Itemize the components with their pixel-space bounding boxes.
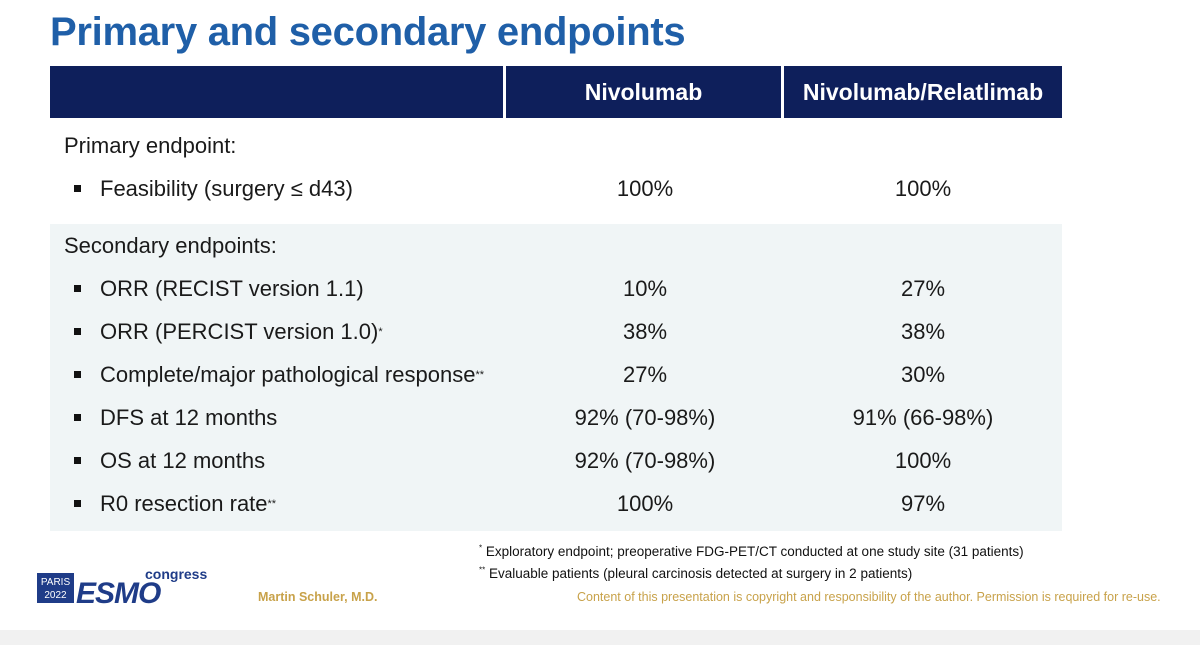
combo-value: 27% (900, 275, 946, 301)
nivolumab-value: 100% (616, 175, 674, 201)
nivolumab-value: 27% (622, 361, 668, 387)
table-row: Feasibility (surgery ≤ d43) 100% 100% (50, 167, 1062, 210)
copyright-notice: Content of this presentation is copyrigh… (577, 590, 1161, 604)
logo-city-box (37, 573, 74, 603)
nivolumab-value: 10% (622, 275, 668, 301)
endpoint-name: DFS at 12 months (100, 404, 278, 430)
footnote-mark: * (479, 543, 483, 553)
logo-congress-word: congress (145, 566, 207, 582)
endpoint-name: Complete/major pathological response (100, 361, 476, 387)
footnote-text: Evaluable patients (pleural carcinosis d… (485, 566, 913, 581)
secondary-section-label: Secondary endpoints: (64, 232, 277, 258)
endpoint-name: Feasibility (surgery ≤ d43) (100, 175, 353, 201)
logo-year: 2022 (44, 590, 67, 601)
bullet-icon (74, 500, 81, 507)
nivolumab-value: 100% (616, 490, 674, 516)
primary-section-label-row: Primary endpoint: (50, 124, 1062, 167)
footnote-1: * Exploratory endpoint; preoperative FDG… (479, 541, 1024, 563)
nivolumab-value: 92% (70-98%) (574, 447, 716, 473)
logo-city: PARIS (41, 577, 71, 588)
nivolumab-value: 38% (622, 318, 668, 344)
nivolumab-value: 92% (70-98%) (574, 404, 716, 430)
bullet-icon (74, 185, 81, 192)
header-nivolumab: Nivolumab (506, 66, 784, 118)
table-row: DFS at 12 months 92% (70-98%) 91% (66-98… (50, 396, 1062, 439)
footnote-mark: ** (479, 565, 486, 575)
endpoint-name: R0 resection rate (100, 490, 268, 516)
primary-section-label: Primary endpoint: (64, 132, 237, 158)
logo-brand: ESMO (76, 577, 161, 606)
bullet-icon (74, 328, 81, 335)
combo-value: 100% (894, 447, 952, 473)
header-empty-cell (50, 66, 506, 118)
bullet-icon (74, 414, 81, 421)
header-nivolumab-relatlimab: Nivolumab/Relatlimab (784, 66, 1062, 118)
table-row: R0 resection rate ** 100% 97% (50, 482, 1062, 525)
bottom-strip (0, 630, 1200, 645)
slide-title: Primary and secondary endpoints (50, 10, 686, 54)
combo-value: 38% (900, 318, 946, 344)
bullet-icon (74, 371, 81, 378)
secondary-section: Secondary endpoints: ORR (RECIST version… (50, 224, 1062, 531)
table-row: ORR (RECIST version 1.1) 10% 27% (50, 267, 1062, 310)
combo-value: 30% (900, 361, 946, 387)
combo-value: 91% (66-98%) (852, 404, 994, 430)
presenter-name: Martin Schuler, M.D. (258, 590, 378, 604)
table-row: Complete/major pathological response ** 2… (50, 353, 1062, 396)
footnote-text: Exploratory endpoint; preoperative FDG-P… (482, 544, 1024, 559)
esmo-congress-logo: PARIS 2022 ESMO congress (37, 566, 207, 606)
bullet-icon (74, 457, 81, 464)
table-row: ORR (PERCIST version 1.0) * 38% 38% (50, 310, 1062, 353)
combo-value: 97% (900, 490, 946, 516)
endpoints-table: Nivolumab Nivolumab/Relatlimab Primary e… (50, 66, 1062, 531)
endpoint-name: OS at 12 months (100, 447, 266, 473)
table-header: Nivolumab Nivolumab/Relatlimab (50, 66, 1062, 118)
endpoint-name: ORR (PERCIST version 1.0) (100, 318, 379, 344)
combo-value: 100% (894, 175, 952, 201)
table-row: OS at 12 months 92% (70-98%) 100% (50, 439, 1062, 482)
bullet-icon (74, 285, 81, 292)
endpoint-name: ORR (RECIST version 1.1) (100, 275, 364, 301)
footnote-2: ** Evaluable patients (pleural carcinosi… (479, 563, 1024, 585)
footnotes: * Exploratory endpoint; preoperative FDG… (479, 541, 1024, 585)
secondary-section-label-row: Secondary endpoints: (50, 224, 1062, 267)
